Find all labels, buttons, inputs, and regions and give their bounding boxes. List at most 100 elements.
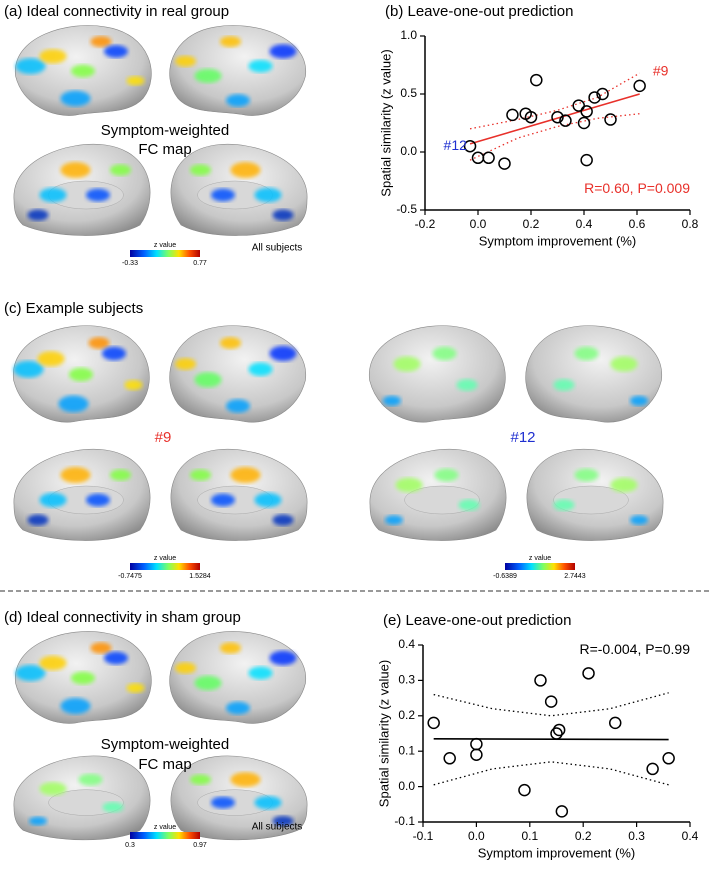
brain	[369, 325, 506, 423]
activation	[385, 515, 403, 525]
y-tick-label: 0.4	[398, 637, 415, 651]
activation	[190, 774, 211, 785]
x-tick-label: 0.1	[521, 829, 538, 843]
activation	[230, 772, 261, 787]
activation	[90, 36, 112, 48]
activation	[15, 665, 46, 681]
x-tick-label: 0.2	[575, 829, 592, 843]
activation	[434, 468, 459, 482]
colorbar-label: -0.7475	[118, 573, 142, 580]
colorbar-title: z value	[529, 555, 551, 562]
activation	[69, 367, 93, 382]
data-point	[577, 116, 591, 130]
activation	[194, 372, 222, 388]
data-point	[534, 674, 547, 687]
activation	[230, 162, 261, 178]
colorbar-label: -0.6389	[493, 573, 517, 580]
data-point	[646, 762, 659, 776]
activation	[27, 209, 49, 221]
activation	[254, 492, 282, 508]
activation	[574, 468, 599, 482]
data-point	[470, 737, 483, 751]
map-title: FC map	[138, 141, 191, 158]
chart-title: (b) Leave-one-out prediction	[385, 3, 573, 20]
activation	[630, 395, 648, 406]
note: All subjects	[252, 243, 303, 254]
activation	[39, 49, 67, 64]
x-tick-label: 0.2	[523, 217, 540, 231]
colorbar	[130, 250, 200, 257]
activation	[269, 44, 297, 59]
activation	[211, 188, 235, 202]
activation	[226, 94, 250, 107]
activation	[254, 187, 282, 203]
brain	[170, 143, 308, 236]
y-tick-label: 1.0	[400, 28, 417, 42]
x-tick-label: 0.3	[628, 829, 645, 843]
activation	[194, 675, 222, 691]
activation	[211, 493, 235, 507]
y-axis-title: Spatial similarity (z value)	[376, 660, 391, 807]
activation	[220, 36, 241, 48]
data-point	[551, 110, 564, 124]
data-point	[588, 91, 601, 104]
activation	[272, 514, 294, 526]
panel-label: (c) Example subjects	[4, 300, 143, 317]
activation	[13, 360, 44, 378]
data-point	[662, 752, 675, 765]
activation	[58, 395, 89, 413]
colorbar-label: 2.7443	[564, 573, 586, 580]
brain	[13, 143, 151, 236]
chart-title: (e) Leave-one-out prediction	[383, 612, 571, 629]
activation	[272, 815, 294, 827]
brain	[169, 631, 306, 724]
activation	[383, 395, 401, 406]
colorbar	[130, 832, 200, 839]
panel-label: (d) Ideal connectivity in sham group	[4, 609, 241, 626]
y-tick-label: -0.5	[396, 202, 417, 216]
activation	[248, 362, 273, 376]
data-point	[559, 114, 572, 127]
confidence-band	[433, 761, 669, 786]
brain	[15, 25, 152, 116]
activation	[432, 346, 457, 361]
activation	[39, 492, 67, 508]
activation	[124, 379, 143, 391]
brain	[15, 631, 152, 724]
data-point	[552, 723, 566, 737]
regression-line	[433, 738, 669, 741]
activation	[27, 514, 49, 526]
brain	[169, 325, 306, 423]
activation	[395, 477, 423, 493]
activation	[71, 64, 95, 78]
activation	[211, 796, 235, 809]
x-tick-label: 0.0	[470, 217, 487, 231]
brain	[170, 755, 308, 841]
colorbar	[130, 563, 200, 570]
activation	[60, 467, 91, 483]
data-point	[544, 695, 558, 708]
activation	[553, 499, 575, 511]
data-point	[427, 716, 440, 730]
activation	[15, 58, 46, 74]
y-tick-label: -0.1	[394, 814, 415, 828]
x-tick-label: 0.0	[468, 829, 485, 843]
data-point	[582, 667, 595, 680]
data-point	[580, 153, 593, 167]
data-point	[506, 108, 519, 122]
activation	[29, 816, 47, 826]
y-tick-label: 0.2	[398, 708, 415, 722]
annotation: #12	[444, 137, 468, 153]
regression-line	[469, 93, 640, 145]
y-axis-title: Spatial similarity (z value)	[378, 49, 393, 196]
activation	[175, 358, 196, 370]
activation	[60, 90, 91, 107]
subject-label: #12	[510, 429, 535, 446]
activation	[630, 515, 648, 525]
data-point	[463, 139, 477, 153]
activation	[175, 55, 196, 67]
x-axis-title: Symptom improvement (%)	[478, 845, 635, 860]
data-point	[555, 805, 569, 818]
activation	[610, 477, 638, 493]
colorbar-label: 0.97	[193, 842, 207, 849]
